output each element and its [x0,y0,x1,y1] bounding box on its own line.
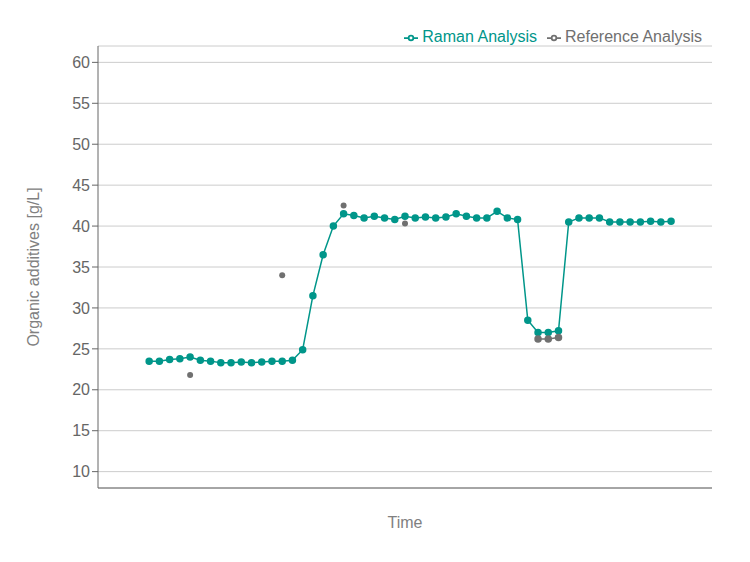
svg-text:Time: Time [388,514,423,531]
svg-text:55: 55 [72,95,90,112]
svg-text:30: 30 [72,300,90,317]
html-text:Reference Analysis: Reference Analysis [565,28,702,45]
svg-text:40: 40 [72,218,90,235]
svg-text:10: 10 [72,463,90,480]
svg-text:60: 60 [72,54,90,71]
svg-text:25: 25 [72,341,90,358]
svg-text:15: 15 [72,422,90,439]
svg-text:Organic additives [g/L]: Organic additives [g/L] [25,187,42,346]
svg-text:45: 45 [72,177,90,194]
svg-text:35: 35 [72,259,90,276]
html-text:Raman Analysis: Raman Analysis [422,28,537,45]
svg-text:50: 50 [72,136,90,153]
svg-text:20: 20 [72,381,90,398]
